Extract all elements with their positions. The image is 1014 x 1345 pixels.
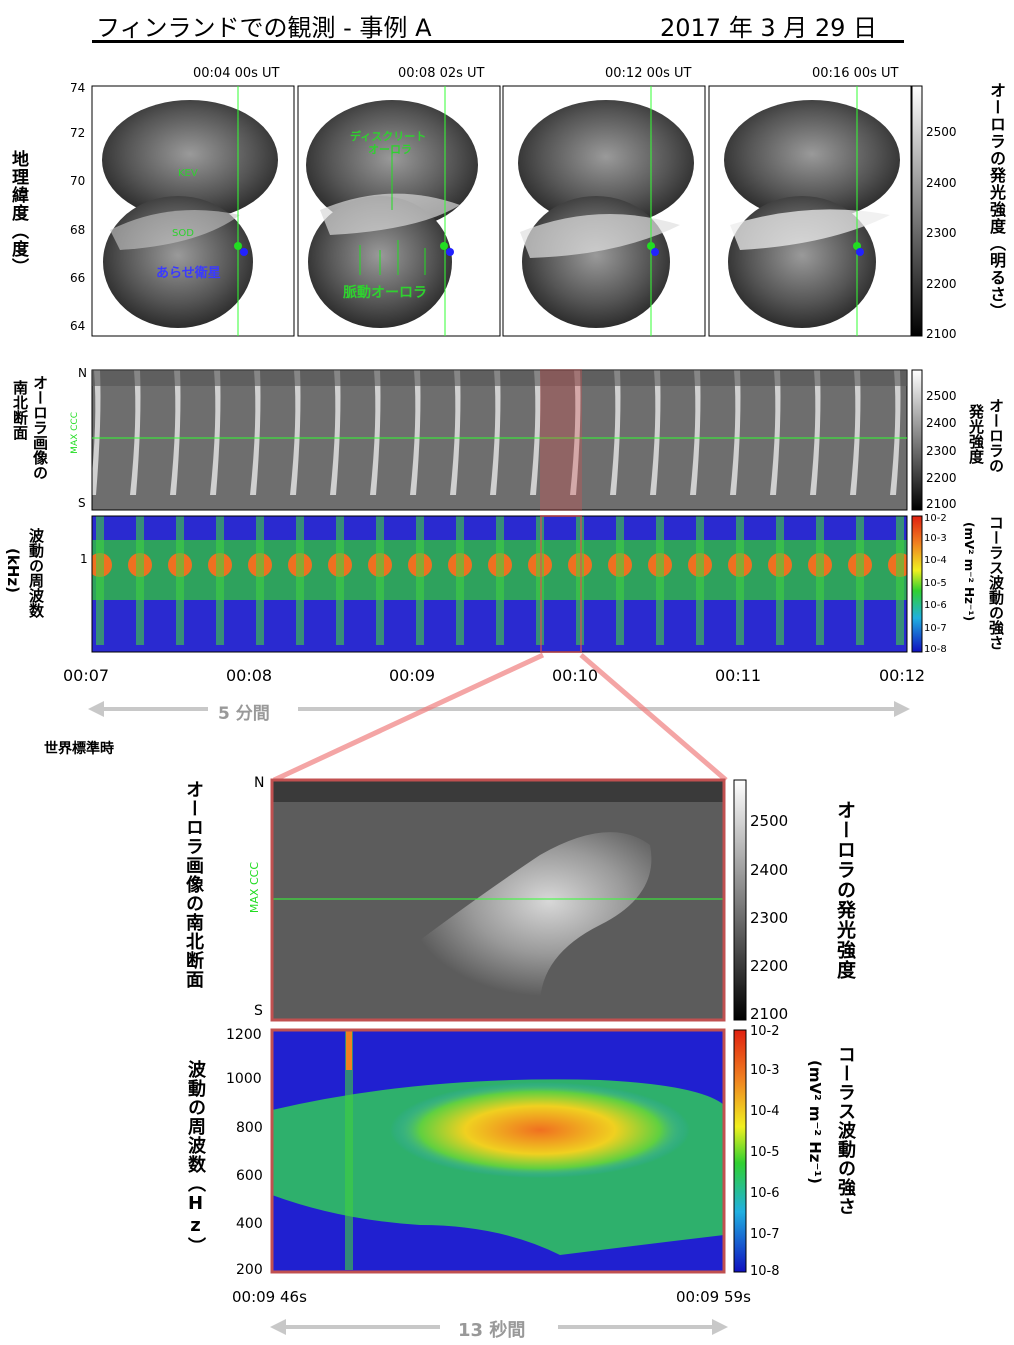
- spec-colorbar-label-1: コーラス波動の強さ: [987, 515, 1005, 650]
- title-underline: [92, 40, 904, 43]
- sod-label: SOD: [172, 228, 194, 239]
- brightness-colorbar: [911, 85, 923, 337]
- allsky-frame-3: [502, 85, 706, 337]
- zoom-connector: [272, 652, 728, 783]
- spec-colorbar-tick: 10-2: [924, 513, 947, 524]
- colorbar-tick: 2300: [926, 226, 957, 240]
- zoom-keogram-south: S: [254, 1003, 263, 1019]
- x-tick: 00:07: [63, 666, 110, 685]
- spectrogram-ylabel-1: 波動の周波数: [27, 528, 45, 618]
- zoom-spec-colorbar-tick: 10-5: [750, 1145, 780, 1160]
- spectrogram-ytick: 1: [80, 552, 88, 566]
- zoom-freq-tick: 1000: [226, 1071, 262, 1087]
- frame-time: 00:08 02s UT: [398, 66, 485, 81]
- zoom-keogram-colorbar-label: オーロラの発光強度: [834, 800, 856, 980]
- x-tick: 00:09: [389, 666, 436, 685]
- zoom-spec-colorbar-tick: 10-6: [750, 1186, 780, 1201]
- zoom-spec-colorbar-tick: 10-8: [750, 1264, 780, 1279]
- lat-tick: 66: [70, 271, 86, 285]
- spec-colorbar-label-2: (mV² m⁻² Hz⁻¹): [962, 522, 976, 622]
- keogram-colorbar-label-1: オーロラの: [987, 398, 1005, 473]
- zoom-spec-colorbar-tick: 10-4: [750, 1104, 780, 1119]
- zoom-spec-colorbar-label-1: コーラス波動の強さ: [835, 1045, 856, 1216]
- arase-label: あらせ衛星: [156, 266, 221, 281]
- allsky-frame-1: [91, 85, 295, 337]
- zoom-keogram-ylabel: オーロラ画像の南北断面: [183, 780, 204, 989]
- figure-date: 2017 年 3 月 29 日: [660, 14, 878, 42]
- lat-tick: 68: [70, 223, 86, 237]
- frame-time: 00:04 00s UT: [193, 66, 280, 81]
- zoom-freq-tick: 800: [236, 1120, 263, 1136]
- x-tick: 00:12: [879, 666, 926, 685]
- zoom-x-start: 00:09 46s: [232, 1288, 307, 1306]
- spec-colorbar-tick: 10-5: [924, 578, 947, 589]
- zoom-keogram-colorbar-tick: 2200: [750, 957, 789, 975]
- zoom-freq-tick: 600: [236, 1168, 263, 1184]
- spec-colorbar-tick: 10-7: [924, 623, 947, 634]
- keogram-colorbar-tick: 2100: [926, 497, 957, 511]
- keogram-ylabel-2: 南北断面: [11, 380, 29, 440]
- zoom-spectrogram-panel: [270, 1028, 747, 1274]
- spectrogram-ylabel-2: (kHz): [4, 548, 22, 593]
- spectrogram-panel: [91, 515, 923, 653]
- zoom-keogram-colorbar-tick: 2100: [750, 1005, 789, 1023]
- zoom-keogram-colorbar-tick: 2500: [750, 812, 789, 830]
- keogram-north: N: [78, 366, 87, 380]
- spec-colorbar-tick: 10-6: [924, 600, 947, 611]
- keogram-south: S: [78, 496, 86, 510]
- allsky-panels: [91, 85, 923, 337]
- frame-time: 00:12 00s UT: [605, 66, 692, 81]
- thirteen-second-arrow: [270, 1316, 728, 1338]
- x-tick: 00:10: [552, 666, 599, 685]
- discrete-aurora-label-2: オーロラ: [368, 143, 412, 156]
- keogram-panel: [91, 369, 923, 511]
- lat-tick: 74: [70, 81, 86, 95]
- five-minute-label: 5 分間: [218, 704, 270, 724]
- discrete-aurora-label-1: ディスクリート: [350, 130, 427, 143]
- kev-label: KEV: [178, 168, 198, 179]
- zoom-spec-colorbar-tick: 10-2: [750, 1024, 780, 1039]
- colorbar-tick: 2400: [926, 176, 957, 190]
- allsky-frame-4: [708, 85, 912, 337]
- thirteen-second-label: 13 秒間: [458, 1320, 526, 1341]
- zoom-keogram-north: N: [254, 775, 265, 791]
- lat-tick: 64: [70, 319, 86, 333]
- pulsating-aurora-label: 脈動オーロラ: [343, 285, 427, 301]
- zoom-spec-colorbar-tick: 10-7: [750, 1227, 780, 1242]
- utc-axis-label: 世界標準時: [44, 741, 114, 757]
- keogram-colorbar-tick: 2300: [926, 444, 957, 458]
- lat-tick: 72: [70, 126, 86, 140]
- zoom-spectrogram-ylabel: 波動の周波数（Hz）: [185, 1060, 206, 1256]
- figure-title: フィンランドでの観測 - 事例 A: [96, 14, 432, 42]
- colorbar-tick: 2500: [926, 125, 957, 139]
- lat-tick: 70: [70, 174, 86, 188]
- spec-colorbar-tick: 10-3: [924, 533, 947, 544]
- keogram-colorbar-tick: 2400: [926, 416, 957, 430]
- zoom-keogram-colorbar-tick: 2400: [750, 861, 789, 879]
- panel-a-ylabel: 地理緯度（度）: [8, 150, 28, 276]
- zoom-freq-tick: 1200: [226, 1027, 262, 1043]
- zoom-spec-colorbar-tick: 10-3: [750, 1063, 780, 1078]
- zoom-keogram-colorbar-tick: 2300: [750, 909, 789, 927]
- brightness-colorbar-label: オーロラの発光強度（明るさ）: [987, 82, 1006, 320]
- zoom-spec-colorbar-label-2: (mV² m⁻² Hz⁻¹): [806, 1060, 824, 1184]
- frame-time: 00:16 00s UT: [812, 66, 899, 81]
- spec-colorbar-tick: 10-4: [924, 555, 947, 566]
- colorbar-tick: 2200: [926, 277, 957, 291]
- colorbar-tick: 2100: [926, 327, 957, 341]
- keogram-colorbar-tick: 2500: [926, 389, 957, 403]
- allsky-frame-2: [297, 85, 501, 337]
- zoom-freq-tick: 200: [236, 1262, 263, 1278]
- zoom-x-end: 00:09 59s: [676, 1288, 751, 1306]
- zoom-freq-tick: 400: [236, 1216, 263, 1232]
- keogram-colorbar-tick: 2200: [926, 471, 957, 485]
- zoom-keogram-panel: [270, 778, 747, 1022]
- x-tick: 00:08: [226, 666, 273, 685]
- spec-colorbar-tick: 10-8: [924, 644, 947, 655]
- keogram-colorbar-label-2: 発光強度: [967, 404, 985, 464]
- x-tick: 00:11: [715, 666, 762, 685]
- keogram-ylabel-1: オーロラ画像の: [31, 375, 49, 480]
- five-minute-arrow: [88, 698, 910, 720]
